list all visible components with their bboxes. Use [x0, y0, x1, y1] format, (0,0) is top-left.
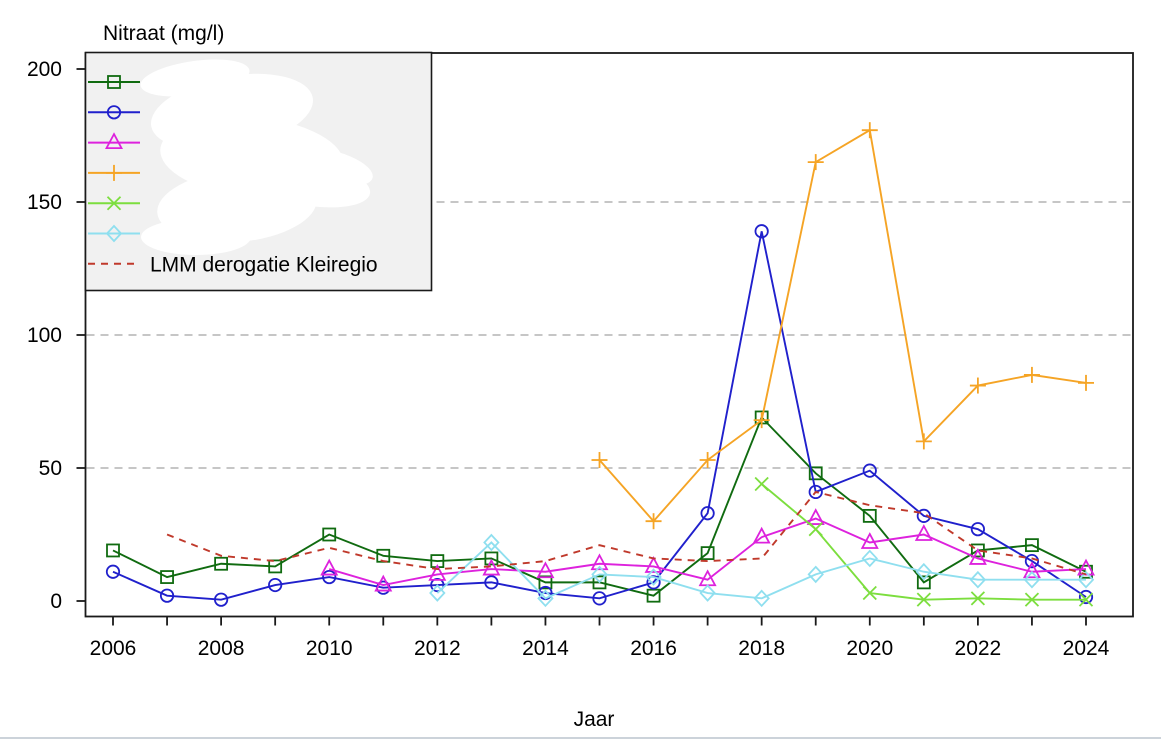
series-triangle: [320, 508, 1096, 592]
x-tick-label: 2016: [630, 637, 677, 660]
y-tick-label: 200: [27, 58, 62, 81]
legend-label-series-lmm-derogatie-kleiregio: LMM derogatie Kleiregio: [150, 253, 378, 276]
y-tick-label: 0: [50, 590, 62, 613]
x-tick-label: 2024: [1063, 637, 1110, 660]
x-tick-label: 2014: [522, 637, 569, 660]
x-tick-label: 2018: [738, 637, 785, 660]
y-tick-label: 150: [27, 191, 62, 214]
y-tick-label: 50: [39, 457, 62, 480]
window-bottom-border: [0, 737, 1161, 739]
legend: LMM derogatie Kleiregio: [84, 51, 433, 292]
series-lmm-derogatie-kleiregio: [166, 490, 1087, 576]
series-x: [754, 476, 1094, 607]
x-tick-label: 2022: [955, 637, 1002, 660]
x-tick-label: 2008: [198, 637, 245, 660]
x-tick-label: 2006: [90, 637, 137, 660]
x-tick-label: 2012: [414, 637, 461, 660]
series-diamond: [429, 533, 1095, 608]
x-tick-label: 2020: [846, 637, 893, 660]
series-circle: [105, 224, 1094, 607]
x-axis-title: Jaar: [574, 708, 615, 731]
plot-area: 2006 2008 2010 2012 2014 2016 2018 2020 2022 2024…: [27, 51, 1134, 660]
x-tick-label: 2010: [306, 637, 353, 660]
chart-title: Nitraat (mg/l): [103, 22, 224, 45]
redaction-blob: [291, 148, 373, 186]
y-tick-label: 100: [27, 324, 62, 347]
redaction-blob: [141, 219, 251, 255]
series-plus: [591, 122, 1094, 530]
